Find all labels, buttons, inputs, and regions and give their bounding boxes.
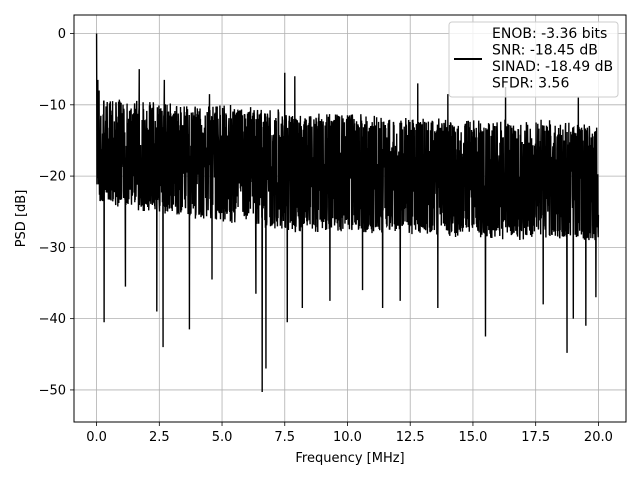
y-axis-label: PSD [dB] bbox=[14, 190, 29, 248]
plot-frame bbox=[73, 14, 627, 423]
y-tick-label: −10 bbox=[39, 98, 66, 113]
psd-series-line bbox=[95, 33, 600, 393]
y-tick-label: −40 bbox=[39, 312, 66, 327]
y-tick-label: −30 bbox=[39, 241, 66, 256]
x-axis-label: Frequency [MHz] bbox=[295, 451, 404, 466]
legend-enob: ENOB: -3.36 bits bbox=[492, 26, 607, 42]
x-tick-label: 12.5 bbox=[396, 430, 425, 445]
x-tick-label: 7.5 bbox=[274, 430, 295, 445]
y-tick-label: −20 bbox=[39, 170, 66, 185]
data-area bbox=[95, 33, 600, 393]
x-tick-label: 10.0 bbox=[333, 430, 362, 445]
y-tick-label: −50 bbox=[39, 383, 66, 398]
y-tick-label: 0 bbox=[58, 27, 66, 42]
legend-sfdr: SFDR: 3.56 bbox=[492, 76, 569, 92]
x-tick-label: 5.0 bbox=[212, 430, 233, 445]
x-tick-label: 0.0 bbox=[86, 430, 107, 445]
ticks: 0.0 2.5 5.0 7.5 10.0 12.5 15.0 17.5 20.0 0 −10 −20 −… bbox=[39, 27, 613, 445]
legend-box bbox=[448, 21, 619, 98]
x-tick-label: 17.5 bbox=[521, 430, 550, 445]
x-tick-label: 2.5 bbox=[149, 430, 170, 445]
x-tick-label: 20.0 bbox=[584, 430, 613, 445]
x-tick-label: 15.0 bbox=[458, 430, 487, 445]
legend-snr: SNR: -18.45 dB bbox=[492, 43, 598, 59]
legend-sinad: SINAD: -18.49 dB bbox=[492, 59, 613, 75]
legend: ENOB: -3.36 bits SNR: -18.45 dB SINAD: -… bbox=[448, 21, 619, 98]
